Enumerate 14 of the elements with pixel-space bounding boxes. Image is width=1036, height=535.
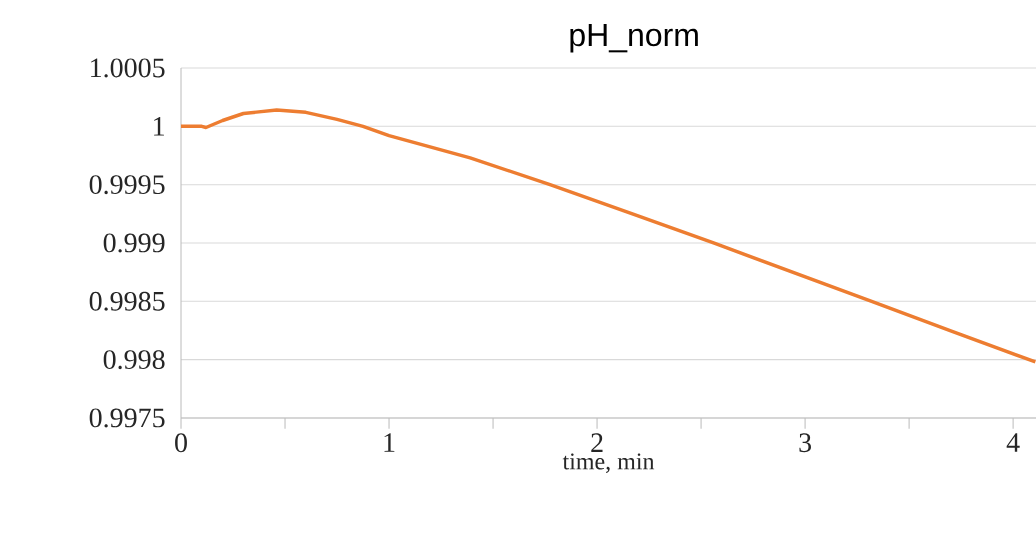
x-axis-title: time, min <box>562 453 655 473</box>
y-tick-label: 1.0005 <box>91 58 165 78</box>
y-tick-label: 0.998 <box>103 350 165 370</box>
y-tick-label: 1 <box>154 117 164 136</box>
chart-title: pH_norm <box>570 23 698 53</box>
y-tick-label: 0.9995 <box>89 175 165 195</box>
x-tick-label: 1 <box>384 433 395 452</box>
x-tick-label: 3 <box>799 433 811 453</box>
x-tick-label: 2 <box>591 433 603 452</box>
y-tick-label: 0.999 <box>103 233 165 253</box>
x-tick-label: 4 <box>1006 433 1020 452</box>
y-tick-label: 0.9975 <box>89 408 165 428</box>
x-tick-label: 0 <box>175 433 187 453</box>
y-tick-label: 0.9985 <box>89 291 165 311</box>
